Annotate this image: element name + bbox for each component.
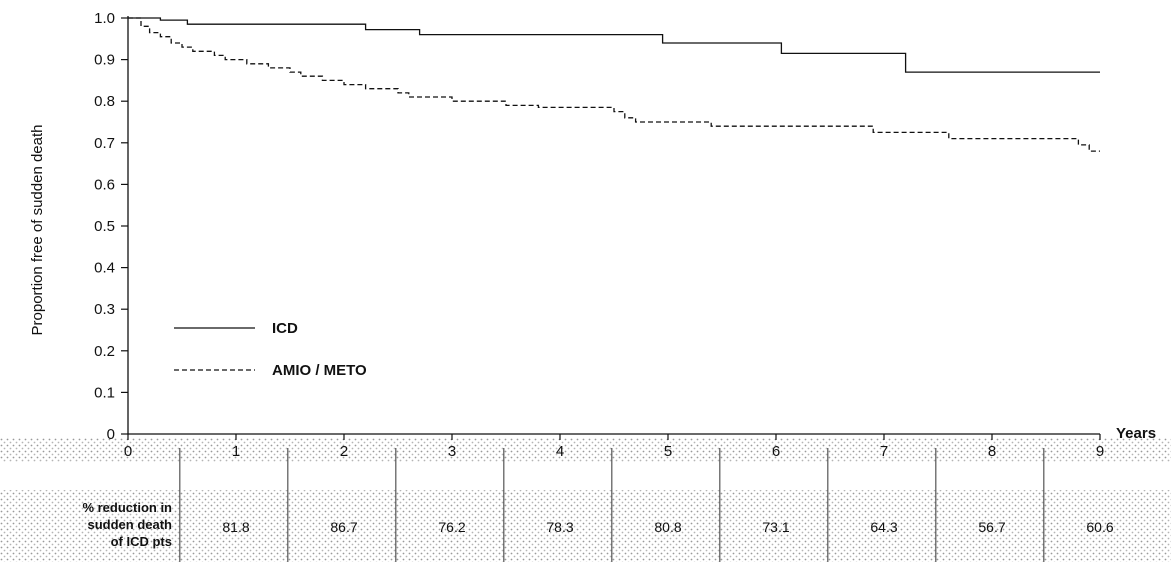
- y-tick-label: 0.5: [94, 218, 115, 235]
- table-header-line: % reduction in: [82, 500, 172, 515]
- y-tick-label: 0.7: [94, 135, 115, 152]
- x-tick-label: 6: [772, 443, 780, 460]
- x-tick-label: 5: [664, 443, 672, 460]
- table-value: 60.6: [1086, 519, 1113, 535]
- y-tick-label: 0.3: [94, 301, 115, 318]
- y-tick-label: 0.1: [94, 384, 115, 401]
- y-tick-label: 0.9: [94, 52, 115, 69]
- table-header-line: of ICD pts: [111, 534, 172, 549]
- table-header-line: sudden death: [87, 517, 172, 532]
- x-tick-label: 3: [448, 443, 456, 460]
- x-tick-label: 0: [124, 443, 132, 460]
- x-tick-label: 8: [988, 443, 996, 460]
- y-tick-label: 1.0: [94, 10, 115, 27]
- y-tick-label: 0.4: [94, 260, 115, 277]
- x-tick-label: 1: [232, 443, 240, 460]
- x-tick-label: 4: [556, 443, 564, 460]
- x-tick-label: 7: [880, 443, 888, 460]
- reduction-table-band: [0, 490, 1171, 562]
- y-tick-label: 0: [107, 426, 115, 443]
- table-value: 86.7: [330, 519, 357, 535]
- table-value: 81.8: [222, 519, 249, 535]
- table-value: 76.2: [438, 519, 465, 535]
- axes: 0 0.1 0.2 0.3 0.4 0.5 0.6 0.7 0.8 0.9 1.0 0 1 2 3 4 5 6 7 8…: [94, 10, 1104, 460]
- y-tick-label: 0.8: [94, 93, 115, 110]
- x-tick-label: 2: [340, 443, 348, 460]
- series-line-amio-meto: [128, 17, 1100, 152]
- y-tick-label: 0.6: [94, 176, 115, 193]
- table-value: 73.1: [762, 519, 789, 535]
- tick-label-band: [0, 438, 1171, 462]
- legend-label: AMIO / METO: [272, 362, 367, 379]
- x-tick-label: 9: [1096, 443, 1104, 460]
- table-value: 56.7: [978, 519, 1005, 535]
- y-axis-title: Proportion free of sudden death: [29, 125, 46, 336]
- table-value: 78.3: [546, 519, 573, 535]
- series-line-icd: [128, 17, 1100, 73]
- legend: ICD AMIO / METO: [174, 320, 367, 379]
- y-tick-label: 0.2: [94, 343, 115, 360]
- table-value: 80.8: [654, 519, 681, 535]
- series-layer: [128, 17, 1100, 152]
- legend-label: ICD: [272, 320, 298, 337]
- reduction-table: % reduction in sudden death of ICD pts 81.8…: [82, 448, 1114, 562]
- table-value: 64.3: [870, 519, 897, 535]
- x-axis-title: Years: [1116, 425, 1156, 442]
